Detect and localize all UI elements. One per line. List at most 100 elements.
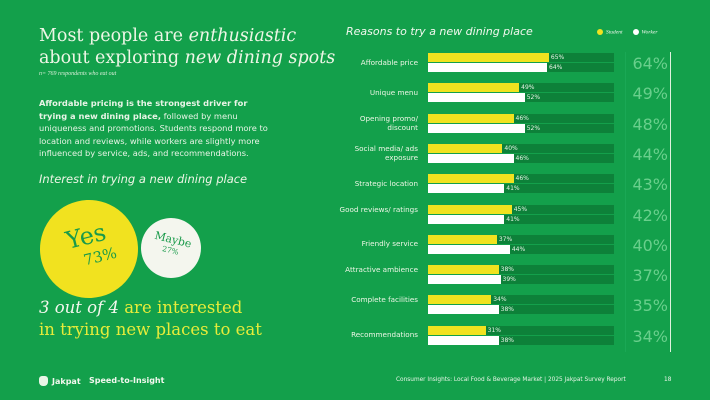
description-bold: Affordable pricing is the strongest driv… [39,98,248,121]
student-bar [428,204,512,214]
bar-value-label: 52% [526,94,541,102]
bar-value-label: 45% [513,205,528,213]
category-label: Strategic location [354,178,418,188]
interest-heading: Interest in trying a new dining place [39,172,248,186]
bar-track [428,204,614,214]
headline-rest2: in trying new places to eat [39,320,262,339]
student-bar [428,53,549,62]
title-em2: new dining spots [184,48,336,68]
bar-track [428,265,614,275]
worker-bar [428,244,510,254]
bar-track [428,275,614,285]
student-dot-icon [597,29,603,35]
bar-value-label: 46% [515,114,529,122]
legend-worker-label: Worker [641,29,658,36]
student-bar [428,143,503,153]
bar-value-label: 39% [502,276,516,284]
bar-value-label: 31% [487,326,501,334]
worker-bar [428,275,501,285]
sample-note: n= 769 respondents who eat out [39,71,117,77]
divider [625,52,626,352]
student-bar [428,295,492,305]
description-rest: followed by menu uniqueness and promotio… [39,110,268,159]
bar-track [428,305,614,315]
bar-track [428,153,614,163]
chart-title: Reasons to try a new dining place [346,25,533,38]
bar-value-label: 52% [526,124,541,132]
worker-bar [428,184,505,194]
bar-track [428,184,614,194]
bar-track [428,325,614,335]
total-value: 35% [632,296,668,316]
total-value: 42% [632,205,668,225]
student-bar [428,325,486,335]
bar-value-label: 40% [504,144,518,152]
bar-track [428,214,614,224]
worker-bar [428,214,505,224]
bar-track [428,143,614,153]
student-bar [428,174,514,184]
student-bar [428,83,520,93]
total-value: 44% [632,144,668,164]
bar-value-label: 41% [506,185,520,193]
total-value: 64% [632,54,668,73]
bar-value-label: 38% [500,306,515,314]
headline-em: 3 out of 4 [39,298,119,317]
total-value: 40% [632,235,668,255]
bar-value-label: 38% [500,336,515,344]
total-value: 48% [632,114,668,134]
bar-value-label: 34% [493,296,507,304]
category-label: Attractive ambience [345,265,418,275]
bar-value-label: 46% [515,175,529,183]
bar-value-label: 37% [498,235,513,243]
headline-rest1: are interested [118,298,243,317]
brand-name: Jakpat [52,376,81,386]
bar-track [428,244,614,254]
bar-track [428,234,614,244]
bar-track [428,174,614,184]
student-bar [428,234,497,244]
total-value: 37% [632,266,668,286]
worker-bar [428,93,525,103]
title-part2: about exploring [39,48,185,68]
bar-value-label: 44% [511,245,526,253]
footer-text: Consumer Insights: Local Food & Beverage… [396,377,626,383]
bar-track [428,295,614,305]
bar-track [428,335,614,345]
description: Affordable pricing is the strongest driv… [39,97,269,160]
legend-student: Student [597,29,623,35]
worker-bar [428,123,525,133]
category-label: Unique menu [369,87,418,97]
category-label: Recommendations [351,330,418,340]
divider-line [670,52,671,352]
page-title: Most people are enthusiastic about explor… [39,25,339,69]
worker-dot-icon [632,29,639,35]
student-bar [428,113,514,123]
category-label: Opening promo/ discount [359,113,418,133]
maybe-bubble: Maybe 27% [134,211,208,285]
legend-student-label: Student [606,29,623,36]
bar-value-label: 46% [515,154,529,162]
yes-bubble: Yes 73% [29,189,149,309]
jakpat-logo-icon [39,376,48,386]
bar-value-label: 38% [500,266,515,274]
title-em1: enthusiastic [188,26,297,46]
category-label: Social media/ ads exposure [354,143,418,163]
total-value: 34% [632,326,668,346]
worker-bar [428,305,499,315]
brand-tagline: Speed-to-Insight [89,376,165,385]
bar-value-label: 49% [521,84,535,92]
worker-bar [428,153,514,163]
worker-bar [428,335,499,345]
total-value: 49% [632,84,668,104]
bar-value-label: 41% [506,215,520,223]
bar-track [428,113,614,123]
legend-worker: Worker [632,29,658,36]
chart-legend: Student Worker [597,29,658,35]
category-label: Affordable price [360,57,418,67]
bar-value-label: 64% [549,64,563,71]
brand-logo: Jakpat [39,376,81,386]
bar-value-label: 65% [550,54,565,61]
bar-track [428,83,614,93]
category-label: Good reviews/ ratings [339,204,418,214]
